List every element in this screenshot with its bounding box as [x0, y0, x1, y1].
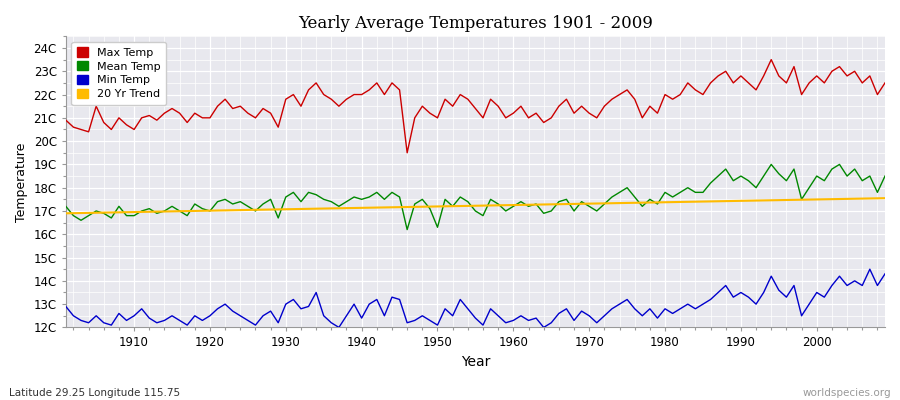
X-axis label: Year: Year — [461, 355, 491, 369]
Text: Latitude 29.25 Longitude 115.75: Latitude 29.25 Longitude 115.75 — [9, 388, 180, 398]
Legend: Max Temp, Mean Temp, Min Temp, 20 Yr Trend: Max Temp, Mean Temp, Min Temp, 20 Yr Tre… — [71, 42, 166, 105]
Text: worldspecies.org: worldspecies.org — [803, 388, 891, 398]
Title: Yearly Average Temperatures 1901 - 2009: Yearly Average Temperatures 1901 - 2009 — [298, 15, 652, 32]
Y-axis label: Temperature: Temperature — [15, 142, 28, 222]
